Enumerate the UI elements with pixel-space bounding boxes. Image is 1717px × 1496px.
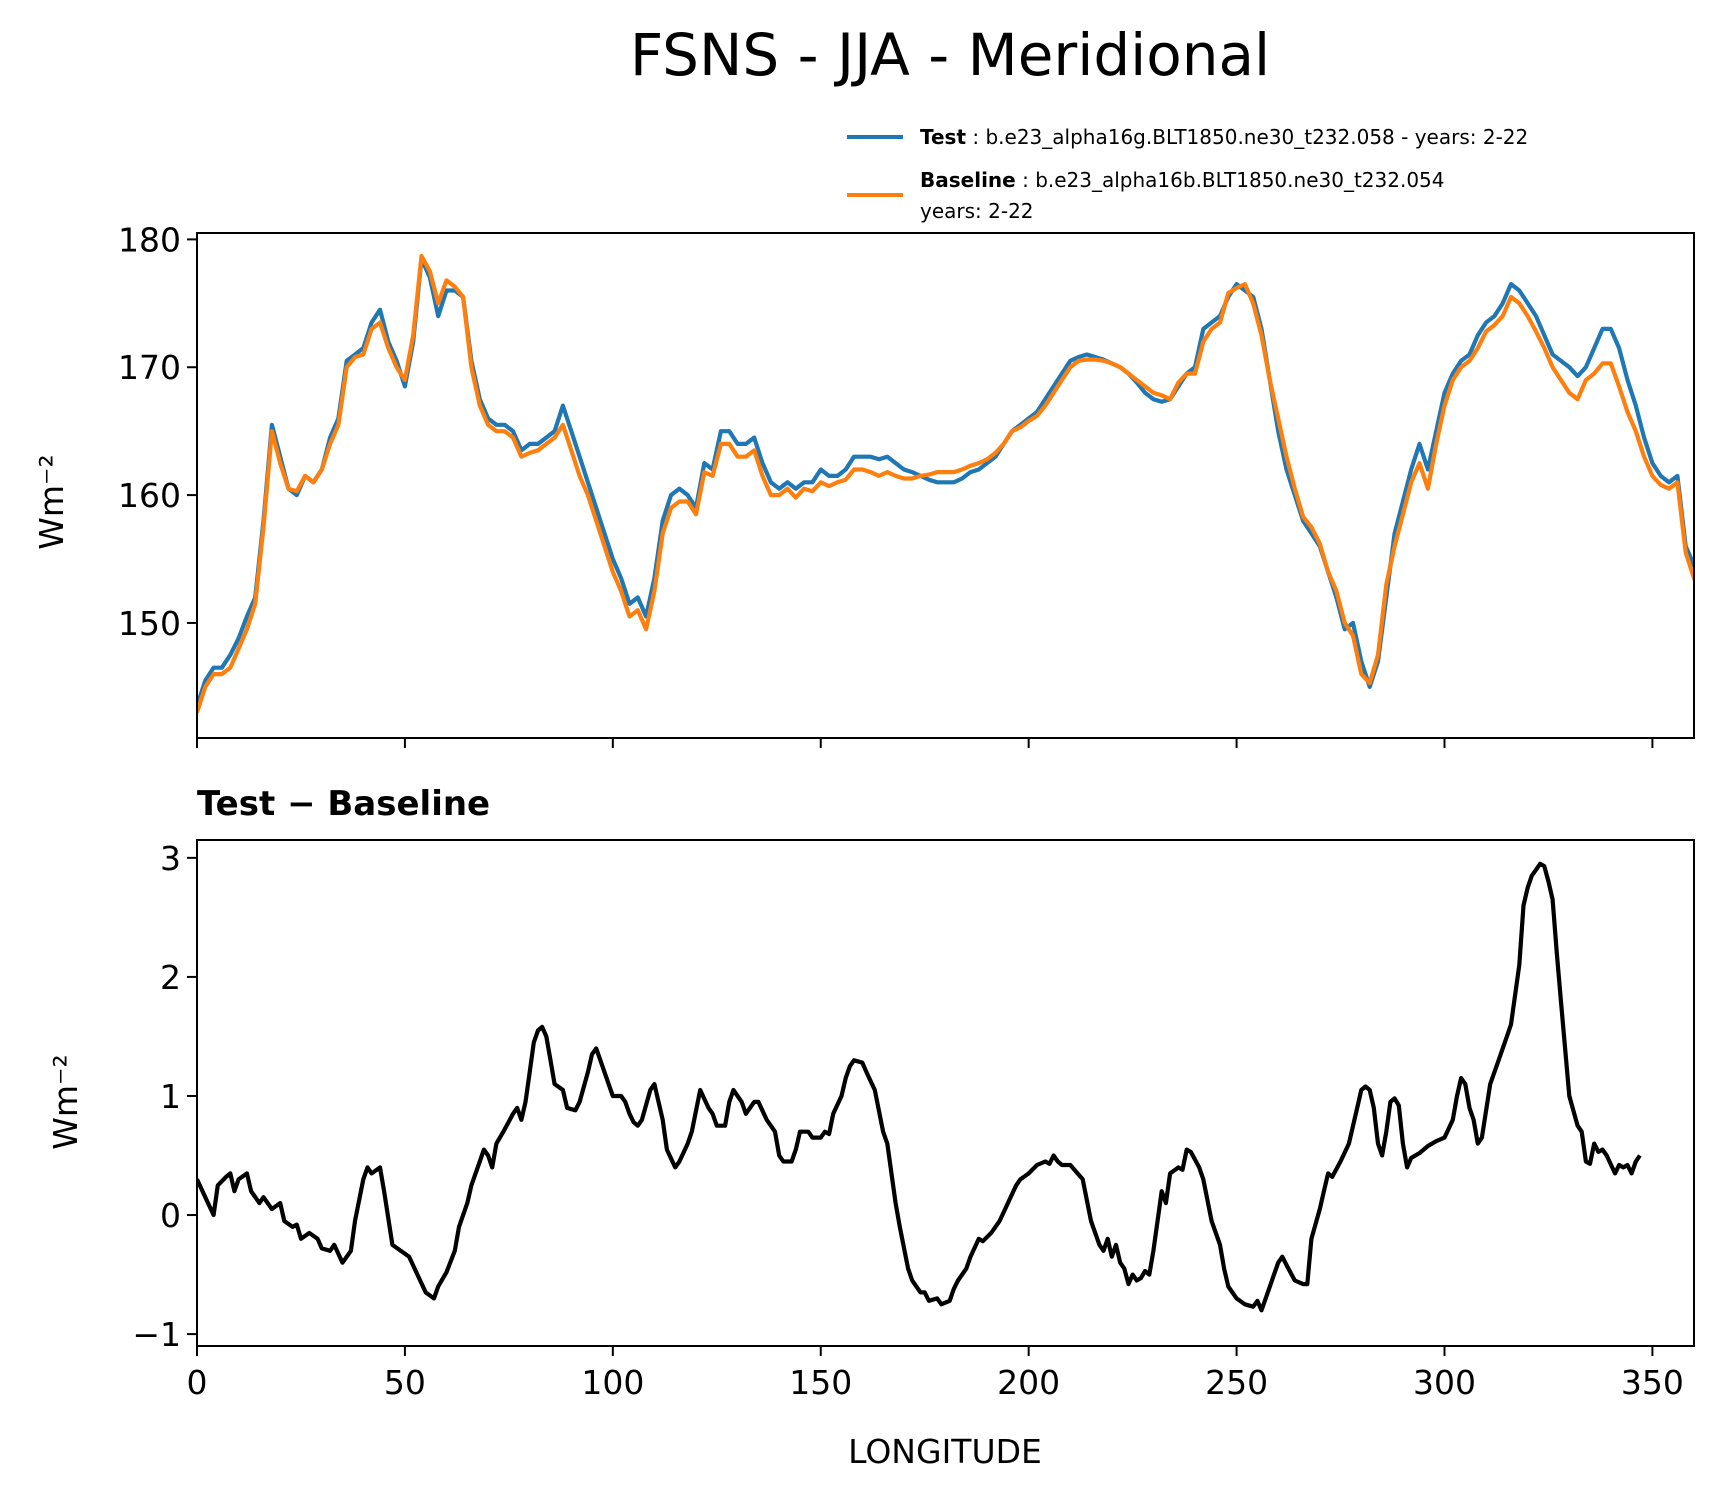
legend-test-entry: Test : b.e23_alpha16g.BLT1850.ne30_t232.… <box>920 125 1528 149</box>
bottom-ytick-label-2: 2 <box>160 958 181 997</box>
bottom-ytick-label-3: 3 <box>160 839 181 878</box>
top-ytick-label-160: 160 <box>118 476 181 515</box>
top-ytick-label-150: 150 <box>118 604 181 643</box>
bottom-axes-frame <box>196 839 1695 1347</box>
legend: Test : b.e23_alpha16g.BLT1850.ne30_t232.… <box>847 125 1528 223</box>
top-panel: Wm⁻² 150 160 170 180 <box>32 220 1695 748</box>
bottom-xlabel: LONGITUDE <box>848 1432 1042 1471</box>
bottom-xtick-label-200: 200 <box>997 1363 1060 1402</box>
legend-baseline-entry: Baseline : b.e23_alpha16b.BLT1850.ne30_t… <box>920 168 1445 192</box>
bottom-title: Test − Baseline <box>197 784 490 824</box>
top-ytick-label-180: 180 <box>118 220 181 259</box>
top-axes-frame <box>196 232 1695 739</box>
bottom-xtick-label-250: 250 <box>1205 1363 1268 1402</box>
legend-test-label: Test <box>920 125 966 149</box>
bottom-ytick-label--1: −1 <box>132 1315 181 1354</box>
bottom-xtick-label-350: 350 <box>1621 1363 1684 1402</box>
bottom-xtick-label-0: 0 <box>187 1363 208 1402</box>
legend-test-text: : b.e23_alpha16g.BLT1850.ne30_t232.058 -… <box>966 125 1528 149</box>
figure-title: FSNS - JJA - Meridional <box>630 21 1270 89</box>
bottom-ylabel: Wm⁻² <box>46 1054 85 1149</box>
legend-baseline-text2: years: 2-22 <box>920 199 1034 223</box>
top-series-line-baseline <box>197 253 1694 714</box>
top-ylabel: Wm⁻² <box>32 454 71 549</box>
legend-baseline-text1: : b.e23_alpha16b.BLT1850.ne30_t232.054 <box>1016 168 1445 192</box>
bottom-xtick-label-300: 300 <box>1413 1363 1476 1402</box>
legend-baseline-label: Baseline <box>920 168 1016 192</box>
top-ytick-label-170: 170 <box>118 348 181 387</box>
bottom-xtick-label-150: 150 <box>789 1363 852 1402</box>
bottom-ytick-label-1: 1 <box>160 1077 181 1116</box>
bottom-series-lines <box>197 861 1642 1313</box>
bottom-xtick-label-100: 100 <box>581 1363 644 1402</box>
bottom-xtick-label-50: 50 <box>384 1363 426 1402</box>
bottom-ytick-label-0: 0 <box>160 1196 181 1235</box>
top-axis-ticks: 150 160 170 180 <box>118 220 1654 748</box>
top-series-lines <box>197 253 1694 714</box>
bottom-series-line-diff <box>197 861 1642 1313</box>
